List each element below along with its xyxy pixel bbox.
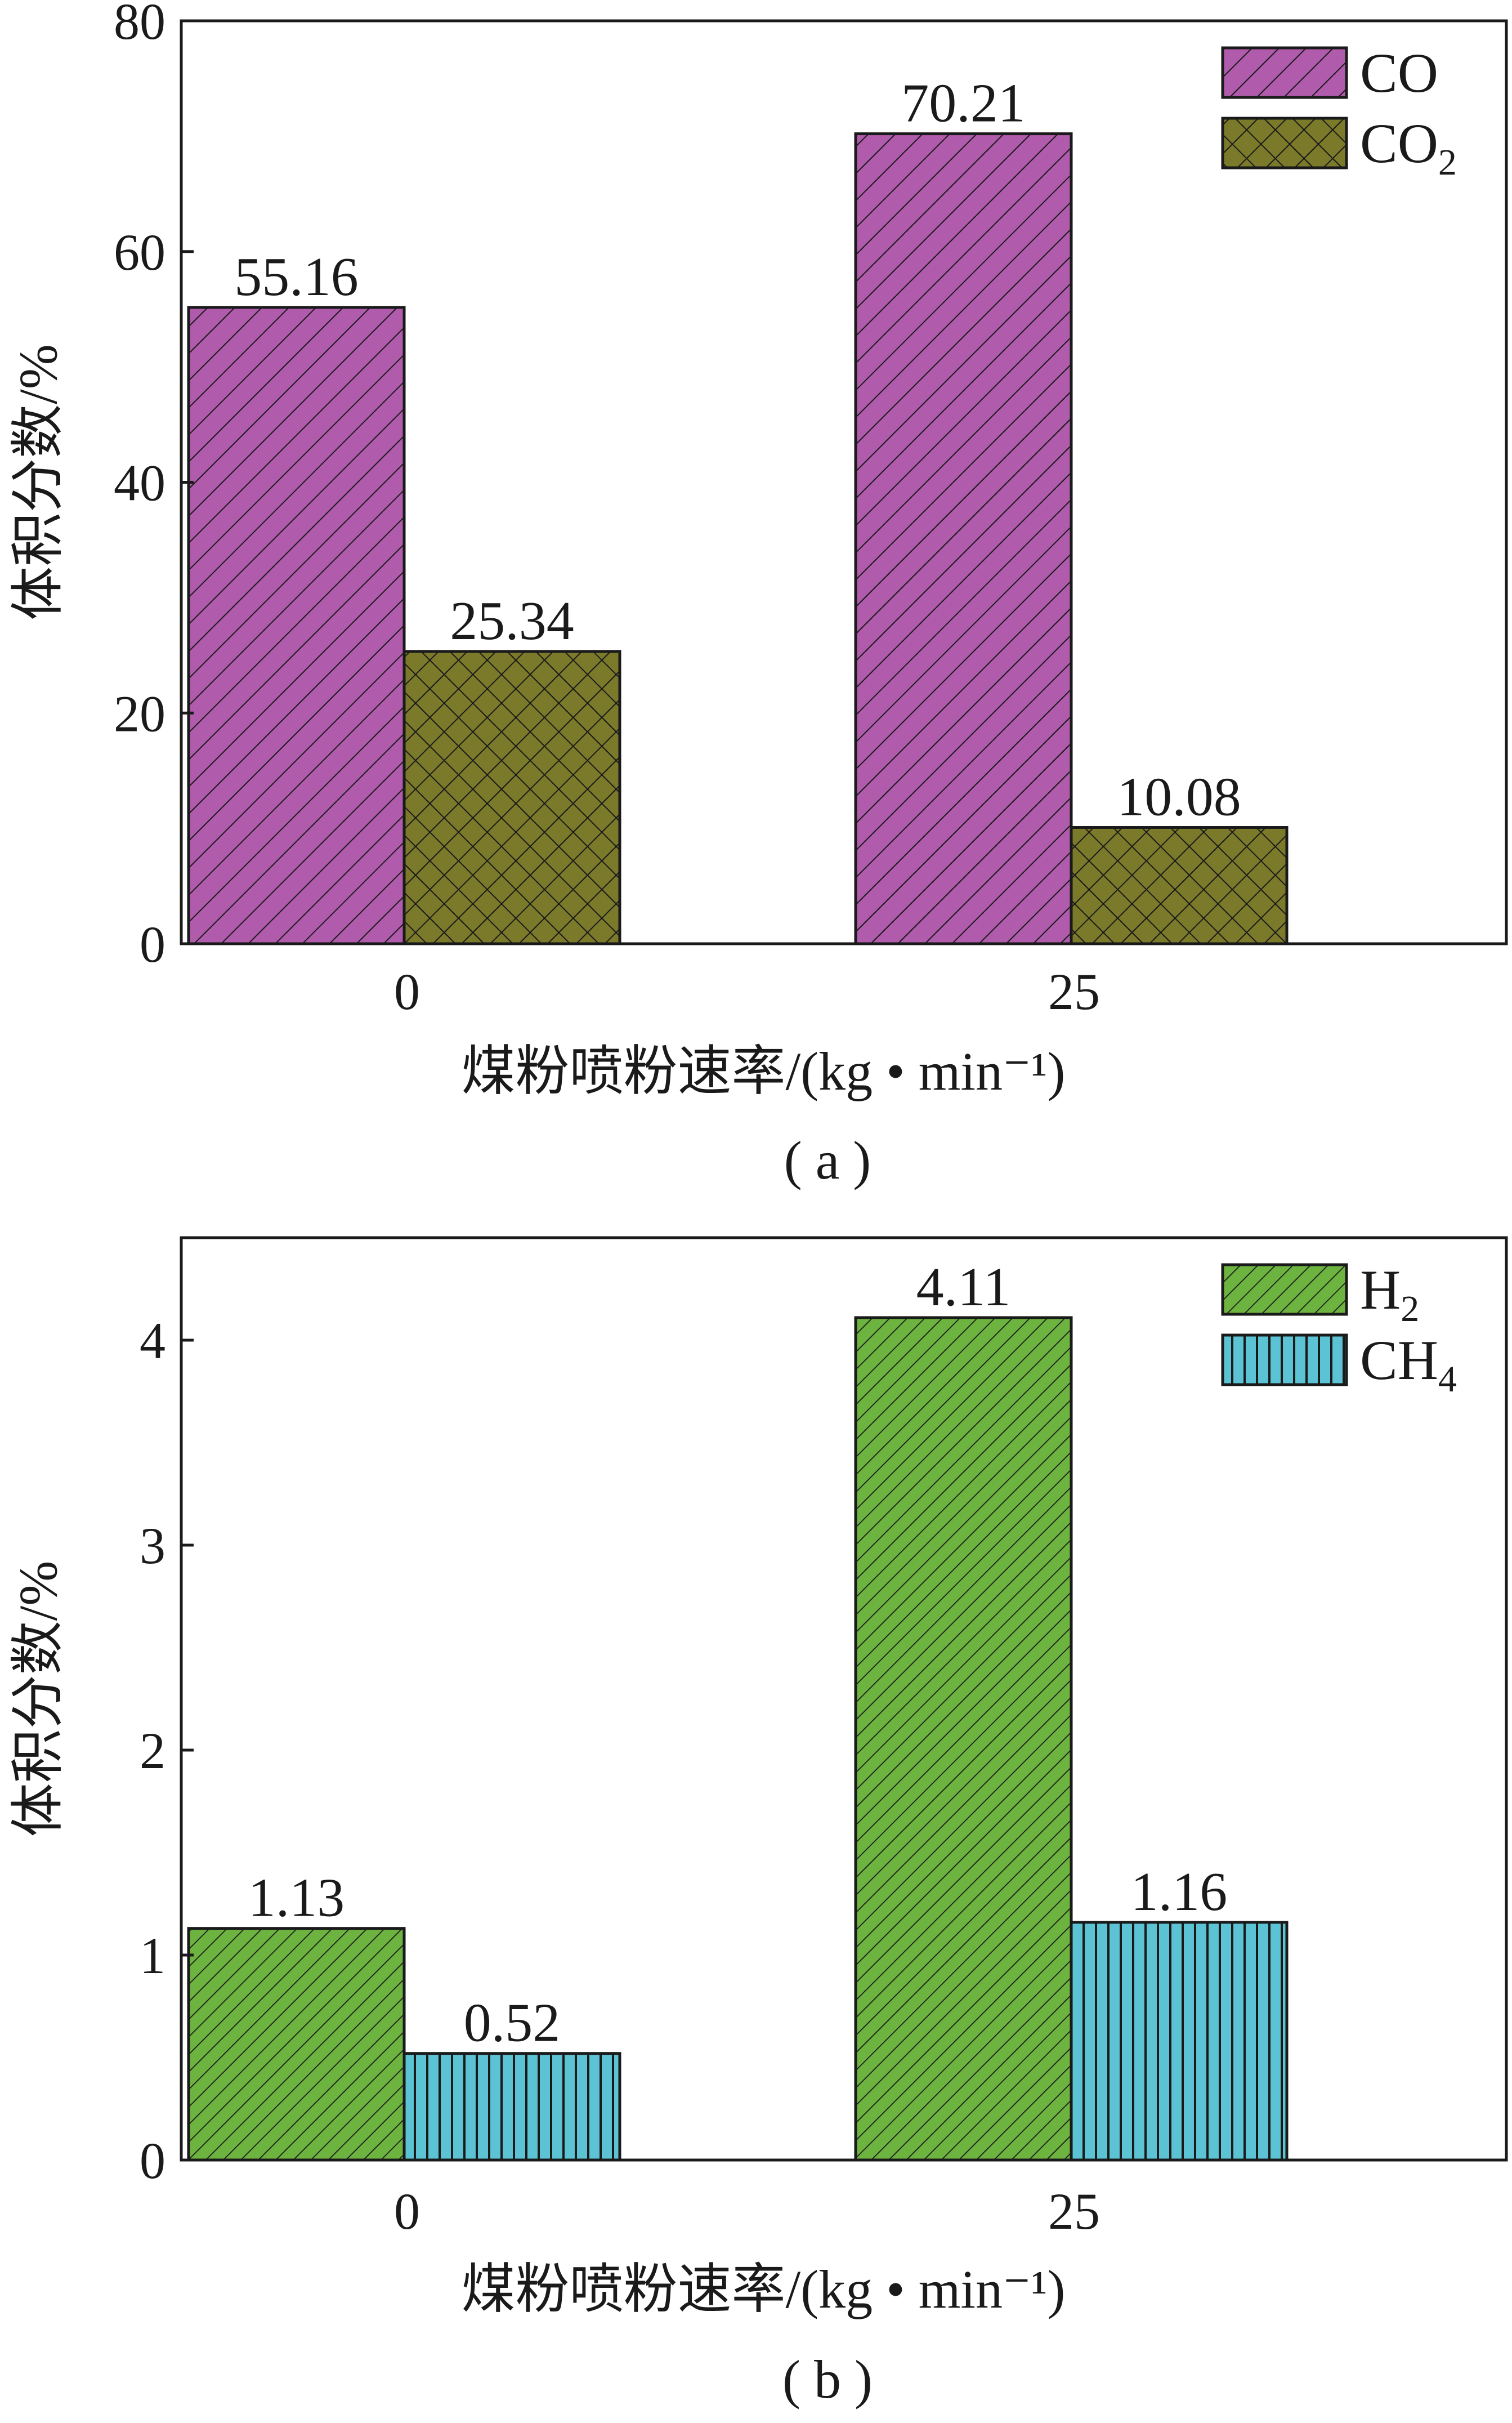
legend-swatch-pattern-0	[1221, 46, 1348, 99]
data-label: 0.52	[464, 1993, 561, 2054]
y-tick-label: 80	[114, 0, 165, 50]
data-label: 4.11	[916, 1257, 1011, 1318]
bar-pattern-0-0	[187, 1927, 406, 2162]
legend-label-base: CO	[1360, 42, 1438, 104]
bar-pattern-1-1	[1070, 825, 1289, 945]
bar-pattern-1-0	[402, 650, 621, 945]
y-tick-label: 20	[114, 685, 165, 742]
y-axis-label: 体积分数/%	[8, 1561, 68, 1837]
y-tick-label: 0	[140, 2132, 165, 2189]
y-tick-label: 40	[114, 454, 165, 512]
data-label: 1.13	[248, 1868, 345, 1929]
x-tick-label: 25	[1048, 963, 1100, 1020]
data-label: 25.34	[450, 591, 574, 652]
x-tick-label: 0	[394, 2183, 420, 2240]
data-label: 55.16	[234, 247, 359, 307]
panel-b: 1.13 4.11 0.52 1.16 0 1 2 3 4 0 25 煤粉喷粉速率/(kg • min…	[8, 1236, 1508, 2409]
y-axis-label: 体积分数/%	[8, 344, 68, 621]
panel-a: 55.16 70.21 25.34 10.08 0 20 40 60 80 0 25 煤粉喷粉速率/(…	[8, 0, 1508, 1190]
bar-pattern-1-0	[402, 2052, 621, 2162]
bar-pattern-0-0	[187, 306, 406, 945]
legend-label-0: CO	[1360, 42, 1438, 104]
legend-label-subscript: 4	[1438, 1359, 1457, 1400]
y-tick-label: 0	[140, 916, 165, 973]
bar-pattern-0-1	[854, 1316, 1073, 2162]
y-tick-label: 1	[140, 1927, 165, 1984]
legend-label-subscript: 2	[1401, 1288, 1419, 1329]
x-tick-label: 25	[1048, 2183, 1100, 2240]
bar-pattern-0-1	[854, 132, 1073, 945]
legend-label-base: H	[1360, 1259, 1401, 1321]
x-axis-label: 煤粉喷粉速率/(kg • min⁻¹)	[461, 2259, 1065, 2319]
bar-pattern-1-1	[1070, 1921, 1289, 2162]
y-tick-label: 3	[140, 1517, 165, 1574]
data-label: 1.16	[1131, 1862, 1228, 1922]
x-axis-label: 煤粉喷粉速率/(kg • min⁻¹)	[461, 1041, 1065, 1101]
legend-label-subscript: 2	[1438, 142, 1457, 183]
data-label: 10.08	[1117, 766, 1241, 827]
legend-swatch-pattern-1	[1221, 117, 1348, 169]
x-tick-label: 0	[394, 963, 420, 1020]
plot-frame	[180, 1236, 1508, 2162]
panel-caption: ( a )	[784, 1130, 871, 1190]
legend-swatch-pattern-1	[1221, 1333, 1348, 1386]
panel-caption: ( b )	[782, 2349, 873, 2409]
legend-label-base: CO	[1360, 112, 1438, 175]
legend-label-base: CH	[1360, 1329, 1438, 1391]
data-label: 70.21	[901, 73, 1026, 134]
y-tick-label: 4	[140, 1312, 165, 1369]
legend-swatch-pattern-0	[1221, 1263, 1348, 1316]
y-tick-label: 2	[140, 1722, 165, 1779]
y-tick-label: 60	[114, 224, 165, 281]
legend-label-0: H2	[1360, 1259, 1419, 1329]
legend-label-1: CH4	[1360, 1329, 1457, 1400]
legend-label-1: CO2	[1360, 112, 1457, 183]
